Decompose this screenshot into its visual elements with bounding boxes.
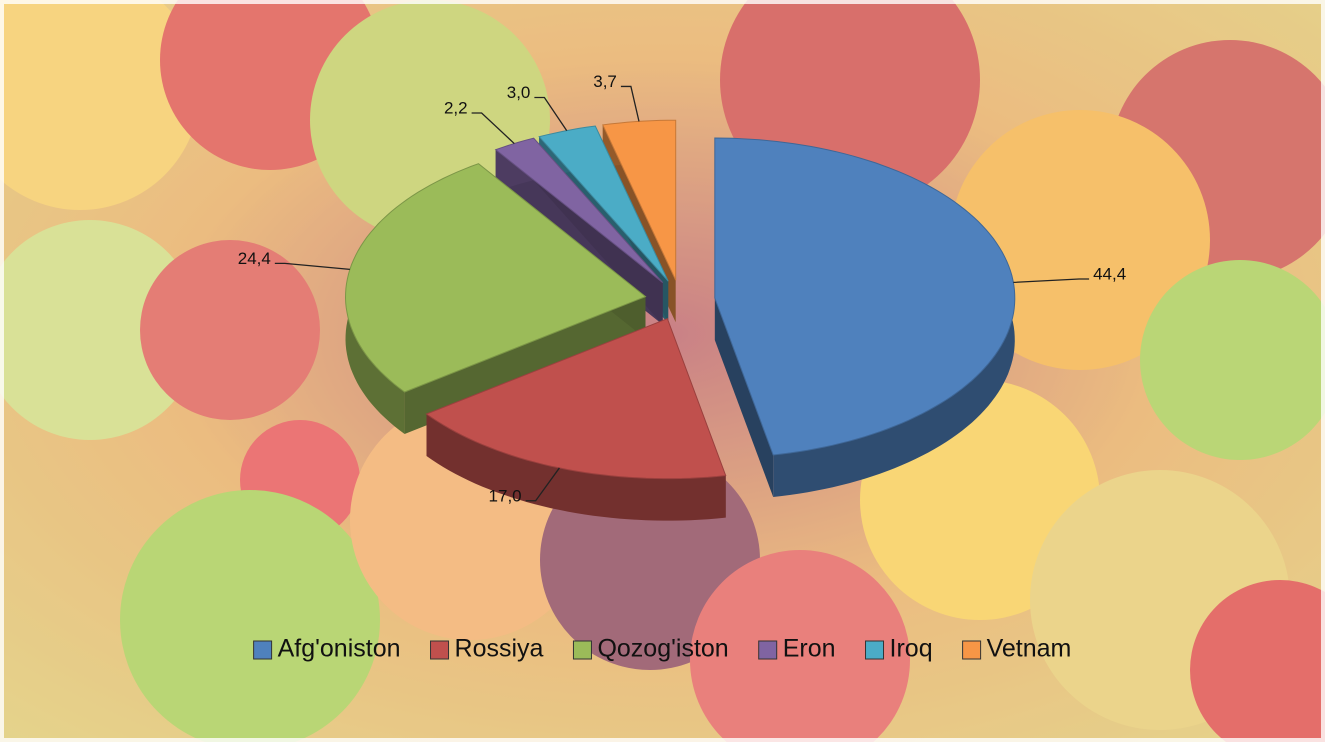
- data-label: 44,4: [1093, 264, 1126, 283]
- data-label: 3,7: [593, 72, 617, 91]
- slice-wall: [714, 298, 774, 497]
- leader-line: [471, 112, 515, 145]
- legend-label: Iroq: [890, 635, 933, 663]
- legend-swatch: [865, 640, 885, 660]
- legend-label: Vetnam: [987, 635, 1072, 663]
- legend-swatch: [430, 640, 450, 660]
- pie-slice: [714, 137, 1016, 497]
- leader-line: [274, 262, 350, 271]
- legend-label: Eron: [783, 635, 836, 663]
- slice-top: [344, 163, 647, 393]
- leader-line: [620, 85, 640, 122]
- legend-label: Afg'oniston: [278, 635, 401, 663]
- legend-label: Qozog'iston: [597, 635, 728, 663]
- slice-side: [426, 414, 726, 521]
- data-label: 3,0: [507, 83, 531, 102]
- leader-line: [525, 467, 560, 502]
- data-label: 17,0: [489, 486, 522, 505]
- leader-line: [534, 96, 568, 131]
- slice-top: [425, 318, 727, 480]
- leader-line: [1013, 278, 1090, 284]
- legend-swatch: [572, 640, 592, 660]
- slice-top: [538, 125, 669, 282]
- data-label: 24,4: [238, 249, 271, 268]
- legend-swatch: [253, 640, 273, 660]
- pie-slice: [425, 318, 727, 521]
- data-label: 2,2: [444, 98, 468, 117]
- legend-swatch: [758, 640, 778, 660]
- legend-swatch: [962, 640, 982, 660]
- slice-top: [494, 137, 664, 283]
- slice-top: [714, 137, 1016, 456]
- legend: Afg'oniston Rossiya Qozog'iston Eron Iroq Vet…: [253, 635, 1072, 663]
- legend-label: Rossiya: [455, 635, 544, 663]
